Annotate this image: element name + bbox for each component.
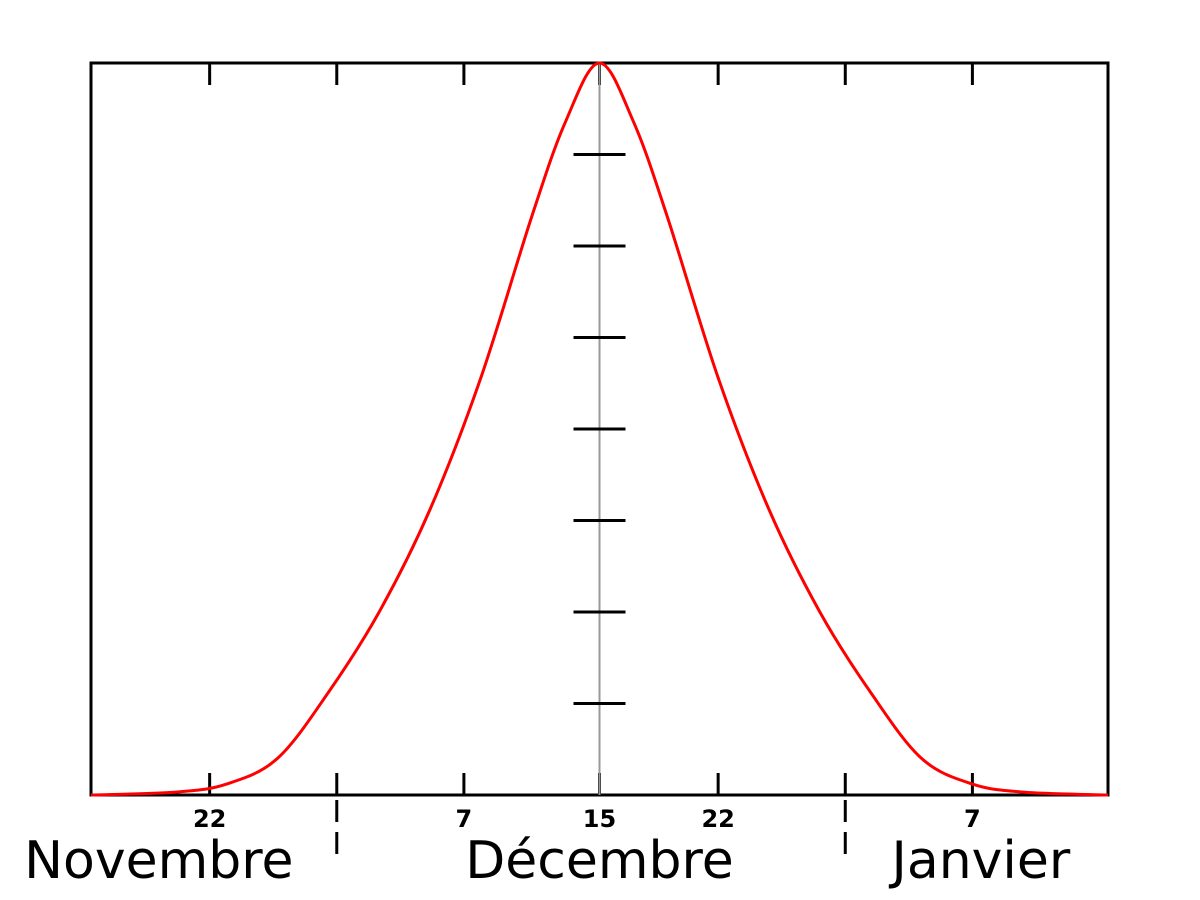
marker-layer xyxy=(573,63,626,795)
x-tick-label-0: 22 xyxy=(193,805,226,833)
month-label-1: Décembre xyxy=(465,831,734,891)
labels-layer: 22 7 15 22 7 Novembre Décembre Janvier xyxy=(24,805,1071,891)
x-tick-label-1: 7 xyxy=(456,805,473,833)
x-tick-label-4: 7 xyxy=(964,805,981,833)
month-label-2: Janvier xyxy=(889,831,1071,891)
x-tick-label-2: 15 xyxy=(583,805,616,833)
series-line-0 xyxy=(90,61,1109,797)
x-tick-label-3: 22 xyxy=(701,805,734,833)
month-label-0: Novembre xyxy=(24,831,293,891)
series-layer xyxy=(90,61,1109,797)
